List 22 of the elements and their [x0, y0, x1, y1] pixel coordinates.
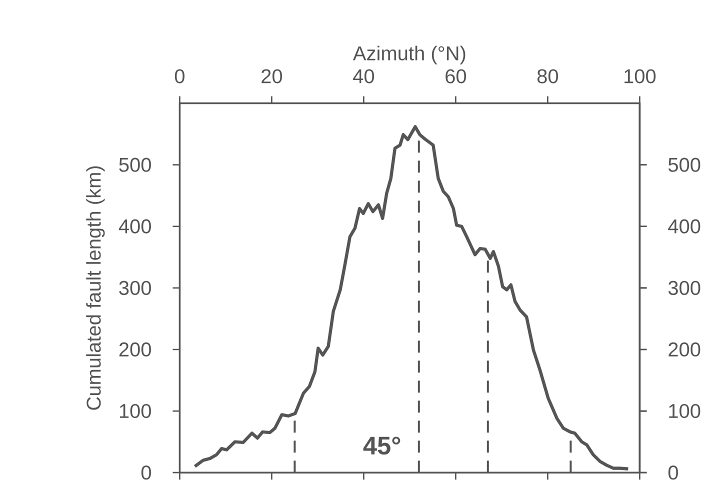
y-axis-title: Cumulated fault length (km)	[86, 166, 105, 410]
line-series	[193, 125, 630, 470]
x-tick-label: 20	[262, 69, 282, 84]
x-tick-label: 60	[446, 69, 466, 84]
y-tick-label: 100	[120, 404, 151, 418]
y-tick-label: 500	[119, 158, 151, 172]
annotation: 45°	[363, 436, 400, 455]
y-tick-label: 400	[118, 219, 151, 234]
y2-tick-label: 400	[668, 219, 700, 234]
y-tick-label: 300	[119, 280, 151, 296]
x-tick-label: 0	[174, 69, 184, 84]
y2-tick-label: 100	[669, 404, 700, 418]
x-tick-label: 40	[353, 69, 374, 84]
y-tick-label: 0	[141, 466, 151, 480]
x-tick-label: 80	[537, 69, 558, 84]
x-tick-label: 100	[624, 69, 656, 84]
y2-tick-label: 0	[668, 466, 678, 480]
y-tick-label: 200	[119, 342, 151, 357]
y2-tick-label: 200	[668, 342, 700, 357]
y2-tick-label: 500	[668, 158, 700, 172]
x-axis-title: Azimuth (°N)	[352, 46, 466, 64]
y2-tick-label: 300	[668, 280, 700, 296]
